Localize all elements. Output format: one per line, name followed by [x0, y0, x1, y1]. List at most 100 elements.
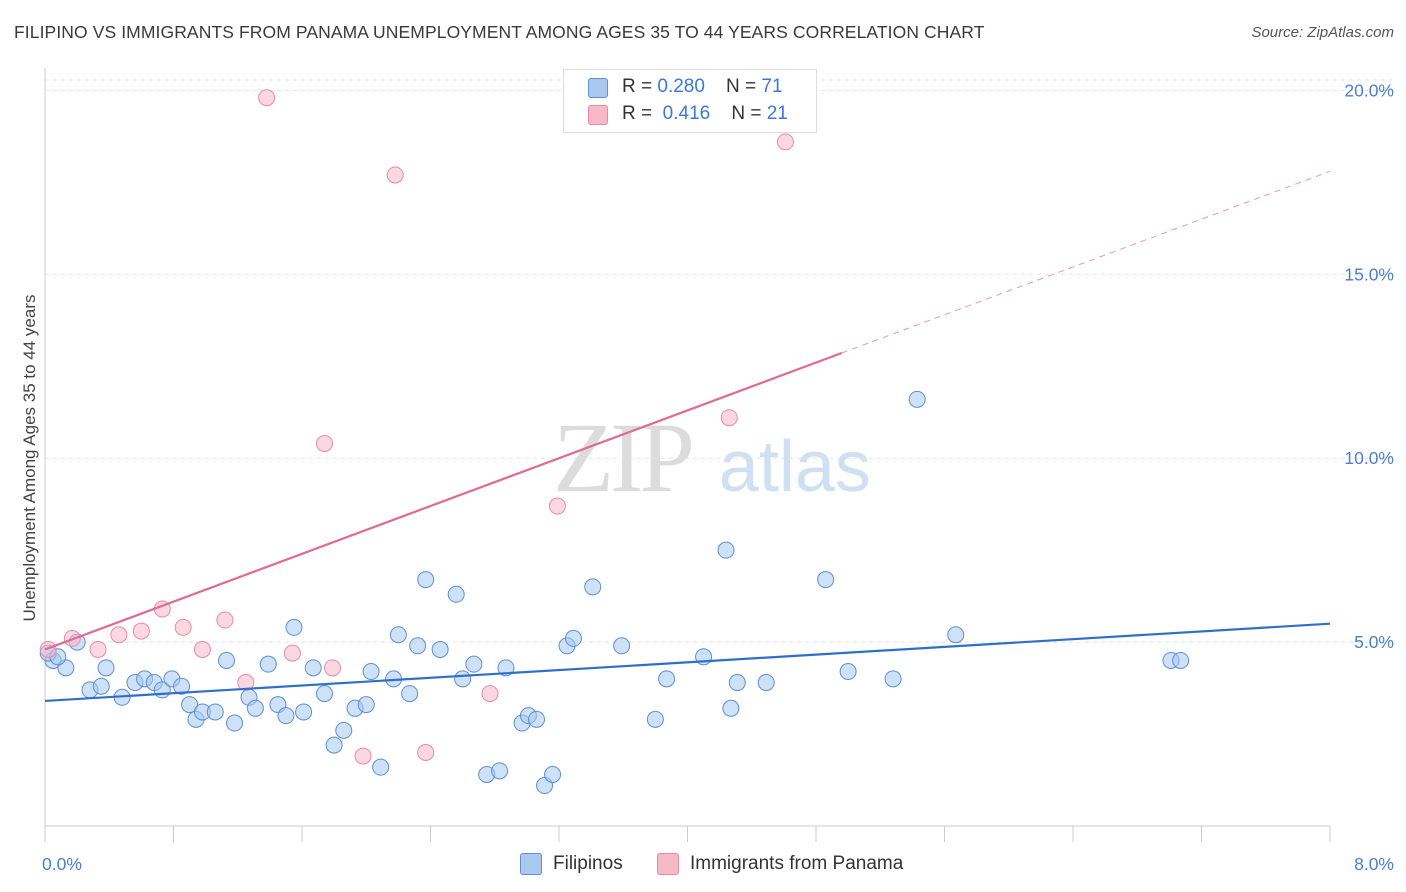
source-label: Source: ZipAtlas.com	[1251, 24, 1394, 41]
filipino-point	[884, 670, 902, 688]
panama-point	[216, 611, 234, 629]
filipino-point	[226, 714, 244, 732]
filipino-point	[206, 703, 224, 721]
filipino-point	[246, 699, 264, 717]
panama-point	[110, 626, 128, 644]
filipino-point	[304, 659, 322, 677]
panama-point	[315, 434, 333, 452]
y-tick-label: 20.0%	[1344, 80, 1394, 100]
panama-trend-line-extension	[841, 170, 1331, 354]
data-points	[39, 89, 1190, 795]
filipino-point	[389, 626, 407, 644]
filipino-point	[325, 736, 343, 754]
panama-point	[548, 497, 566, 515]
filipino-point	[757, 674, 775, 692]
panama-point	[258, 89, 276, 107]
panama-point	[324, 659, 342, 677]
filipino-point	[908, 390, 926, 408]
chart-title: FILIPINO VS IMMIGRANTS FROM PANAMA UNEMP…	[14, 22, 985, 42]
filipino-point	[1172, 651, 1190, 669]
filipino-trend-line	[44, 622, 1331, 703]
trend-lines	[44, 170, 1331, 703]
panama-point	[481, 685, 499, 703]
panama-point	[283, 644, 301, 662]
panama-point	[174, 618, 192, 636]
legend-swatch-filipinos	[588, 78, 608, 98]
filipino-point	[646, 710, 664, 728]
filipino-point	[454, 670, 472, 688]
filipino-point	[817, 571, 835, 589]
filipino-point	[839, 663, 857, 681]
filipino-point	[401, 685, 419, 703]
filipino-point	[357, 696, 375, 714]
correlation-legend: R = 0.280 N = 71 R = 0.416 N = 21	[563, 69, 817, 133]
legend-r-label: R =	[622, 103, 658, 124]
filipino-point	[181, 696, 199, 714]
legend-n-value: 71	[761, 76, 783, 97]
watermark-atlas: atlas	[718, 427, 871, 507]
bottom-legend-swatch	[657, 853, 679, 875]
x-tick-label: 0.0%	[42, 854, 82, 874]
legend-n-value: 21	[766, 103, 788, 124]
filipino-point	[717, 541, 735, 559]
bottom-legend-label: Immigrants from Panama	[690, 853, 904, 874]
filipino-point	[417, 571, 435, 589]
panama-point	[39, 640, 57, 658]
filipino-point	[447, 585, 465, 603]
y-tick-label: 10.0%	[1344, 448, 1394, 468]
filipino-point	[97, 659, 115, 677]
filipino-point	[465, 655, 483, 673]
filipino-point	[528, 710, 546, 728]
legend-swatch-panama	[588, 105, 608, 125]
panama-point	[386, 166, 404, 184]
watermark: ZIP atlas	[553, 400, 871, 515]
filipino-point	[722, 699, 740, 717]
filipino-point	[295, 703, 313, 721]
axes	[44, 68, 1331, 842]
filipino-point	[259, 655, 277, 673]
filipino-point	[658, 670, 676, 688]
legend-r-label: R =	[622, 76, 658, 97]
panama-point	[720, 409, 738, 427]
bottom-legend-label: Filipinos	[553, 853, 623, 874]
filipino-point	[497, 659, 515, 677]
grid-lines	[45, 79, 1392, 643]
panama-point	[132, 622, 150, 640]
panama-point	[776, 133, 794, 151]
panama-point	[237, 674, 255, 692]
panama-trend-line	[44, 351, 843, 651]
tick-labels: 5.0% 10.0% 15.0% 20.0% 0.0% 8.0%	[42, 80, 1394, 874]
filipino-point	[947, 626, 965, 644]
filipino-point	[315, 685, 333, 703]
filipino-point	[372, 758, 390, 776]
filipino-point	[218, 651, 236, 669]
filipino-point	[362, 663, 380, 681]
y-tick-label: 5.0%	[1354, 632, 1394, 652]
filipino-point	[335, 721, 353, 739]
filipino-point	[613, 637, 631, 655]
panama-point	[89, 640, 107, 658]
filipino-point	[728, 674, 746, 692]
filipino-point	[544, 766, 562, 784]
legend-n-label: N =	[726, 76, 762, 97]
legend-r-value: 0.416	[662, 103, 711, 124]
filipino-point	[92, 677, 110, 695]
y-tick-label: 15.0%	[1344, 264, 1394, 284]
watermark-zip: ZIP	[553, 402, 695, 513]
panama-point	[354, 747, 372, 765]
filipino-point	[491, 762, 509, 780]
filipino-point	[173, 677, 191, 695]
legend-n-label: N =	[731, 103, 767, 124]
filipino-point	[564, 629, 582, 647]
x-tick-label: 8.0%	[1354, 854, 1394, 874]
legend-r-value: 0.280	[657, 76, 705, 97]
bottom-legend-swatch	[520, 853, 542, 875]
filipino-point	[431, 640, 449, 658]
panama-point	[417, 743, 435, 761]
panama-point	[193, 640, 211, 658]
filipino-point	[409, 637, 427, 655]
filipino-point	[584, 578, 602, 596]
filipino-point	[277, 707, 295, 725]
filipino-point	[285, 618, 303, 636]
